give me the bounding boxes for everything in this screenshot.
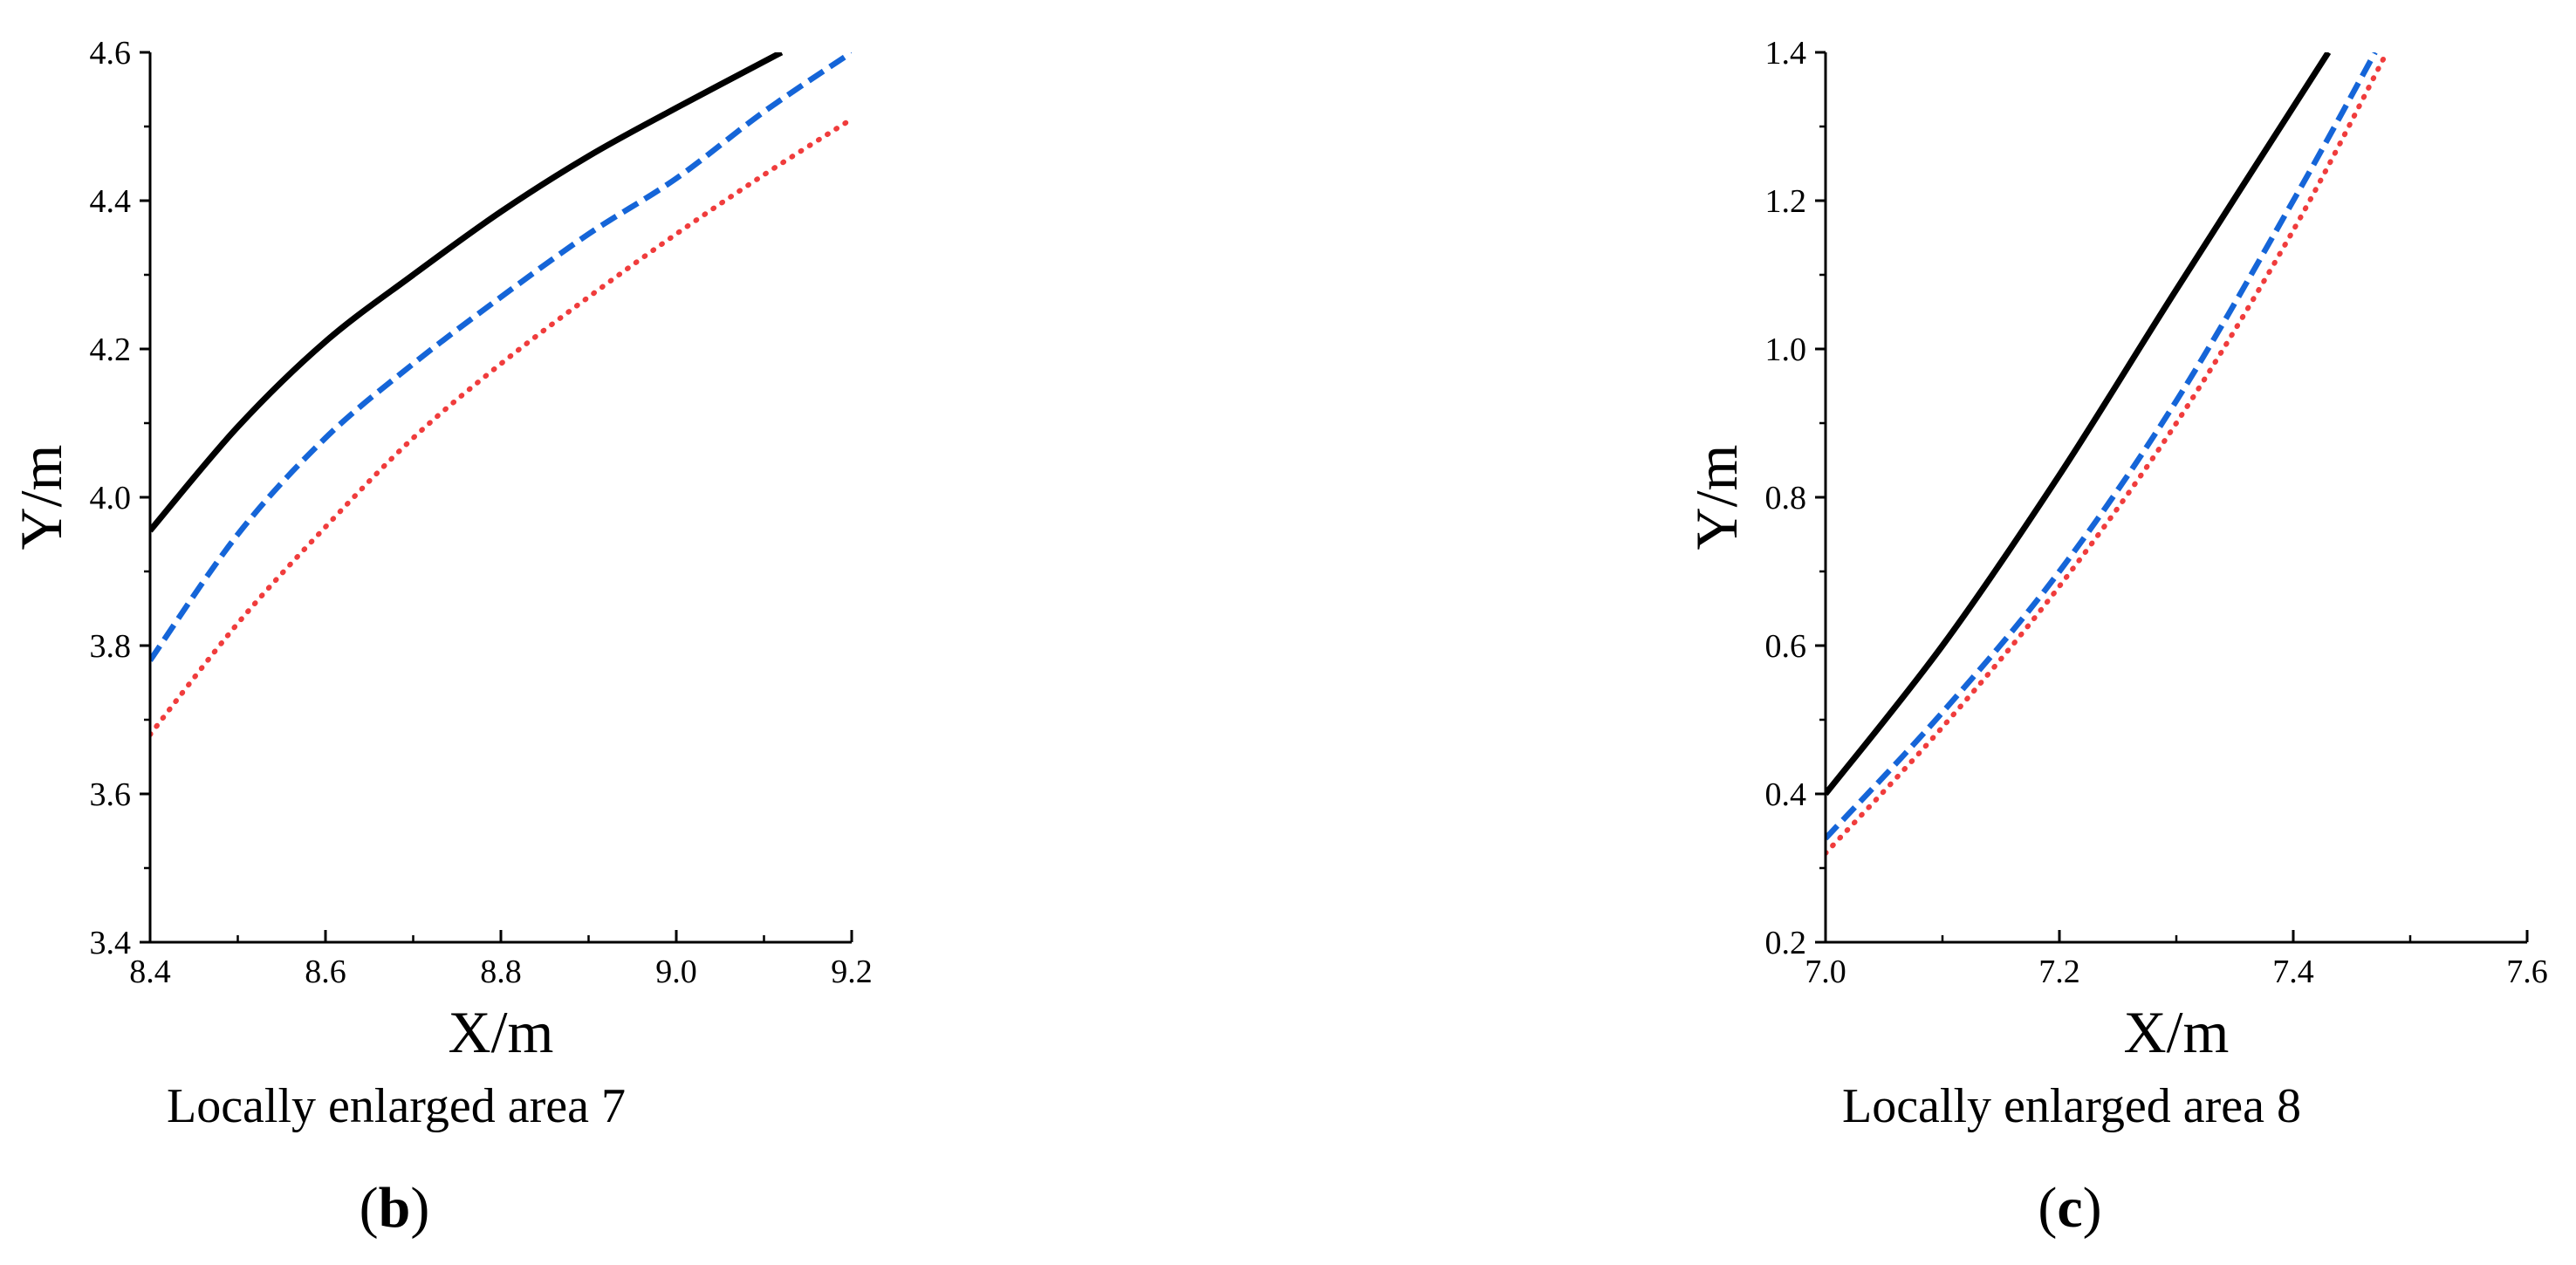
panel-letter-label: (b) — [360, 1176, 430, 1240]
x-tick-label: 8.6 — [305, 954, 346, 990]
series-line-solid — [1826, 52, 2332, 797]
y-tick-label: 1.0 — [1765, 332, 1807, 368]
x-tick-label: 8.8 — [480, 954, 522, 990]
y-tick-label: 0.2 — [1765, 925, 1807, 961]
y-tick-label: 3.8 — [90, 628, 132, 665]
panel-letter-open-paren: ( — [360, 1176, 379, 1240]
x-tick-label: 7.0 — [1805, 954, 1846, 990]
panel-letter: b — [379, 1176, 411, 1240]
panel-letter-open-paren: ( — [2038, 1176, 2057, 1240]
y-tick-label: 4.2 — [90, 332, 132, 368]
x-tick-label: 7.2 — [2038, 954, 2080, 990]
y-axis-label: Y/m — [1683, 445, 1750, 550]
y-tick-label: 4.6 — [90, 35, 132, 72]
series-group — [1826, 52, 2390, 856]
series-line-solid — [150, 52, 784, 533]
y-tick-label: 0.4 — [1765, 776, 1807, 813]
x-tick-label: 7.4 — [2272, 954, 2314, 990]
panel-caption: Locally enlarged area 8 — [1842, 1079, 2301, 1133]
panel-caption: Locally enlarged area 7 — [167, 1079, 626, 1133]
panel-letter-close-paren: ) — [2083, 1176, 2102, 1240]
y-tick-label: 4.0 — [90, 480, 132, 516]
panel-letter-close-paren: ) — [410, 1176, 429, 1240]
panel-letter: c — [2057, 1176, 2082, 1240]
x-tick-label: 9.2 — [831, 954, 873, 990]
y-axis-label: Y/m — [8, 445, 74, 550]
panel-letter-label: (c) — [2038, 1176, 2101, 1240]
y-tick-label: 1.4 — [1765, 35, 1807, 72]
y-tick-label: 0.8 — [1765, 480, 1807, 516]
y-tick-label: 0.6 — [1765, 628, 1807, 665]
panel-c: 7.0 7.2 7.4 7.6 0.2 0.4 0.6 0.8 1.0 1.2 1.4 X/m Y/m L… — [1683, 35, 2548, 1240]
x-axis-label: X/m — [449, 999, 554, 1065]
series-line-dashed — [1826, 52, 2378, 841]
panel-b: 8.4 8.6 8.8 9.0 9.2 3.4 3.6 3.8 4.0 4.2 4.4 4.6 X/m Y… — [8, 35, 873, 1240]
y-tick-label: 4.4 — [90, 183, 132, 220]
x-axis-label: X/m — [2124, 999, 2230, 1065]
series-line-dotted — [1826, 52, 2390, 856]
x-tick-label: 9.0 — [655, 954, 697, 990]
series-line-dashed — [150, 52, 852, 662]
series-group — [150, 52, 852, 737]
x-tick-label: 8.4 — [129, 954, 171, 990]
y-tick-label: 1.2 — [1765, 183, 1807, 220]
y-tick-label: 3.6 — [90, 776, 132, 813]
x-tick-label: 7.6 — [2506, 954, 2548, 990]
y-tick-label: 3.4 — [90, 925, 132, 961]
series-line-dotted — [150, 116, 852, 737]
